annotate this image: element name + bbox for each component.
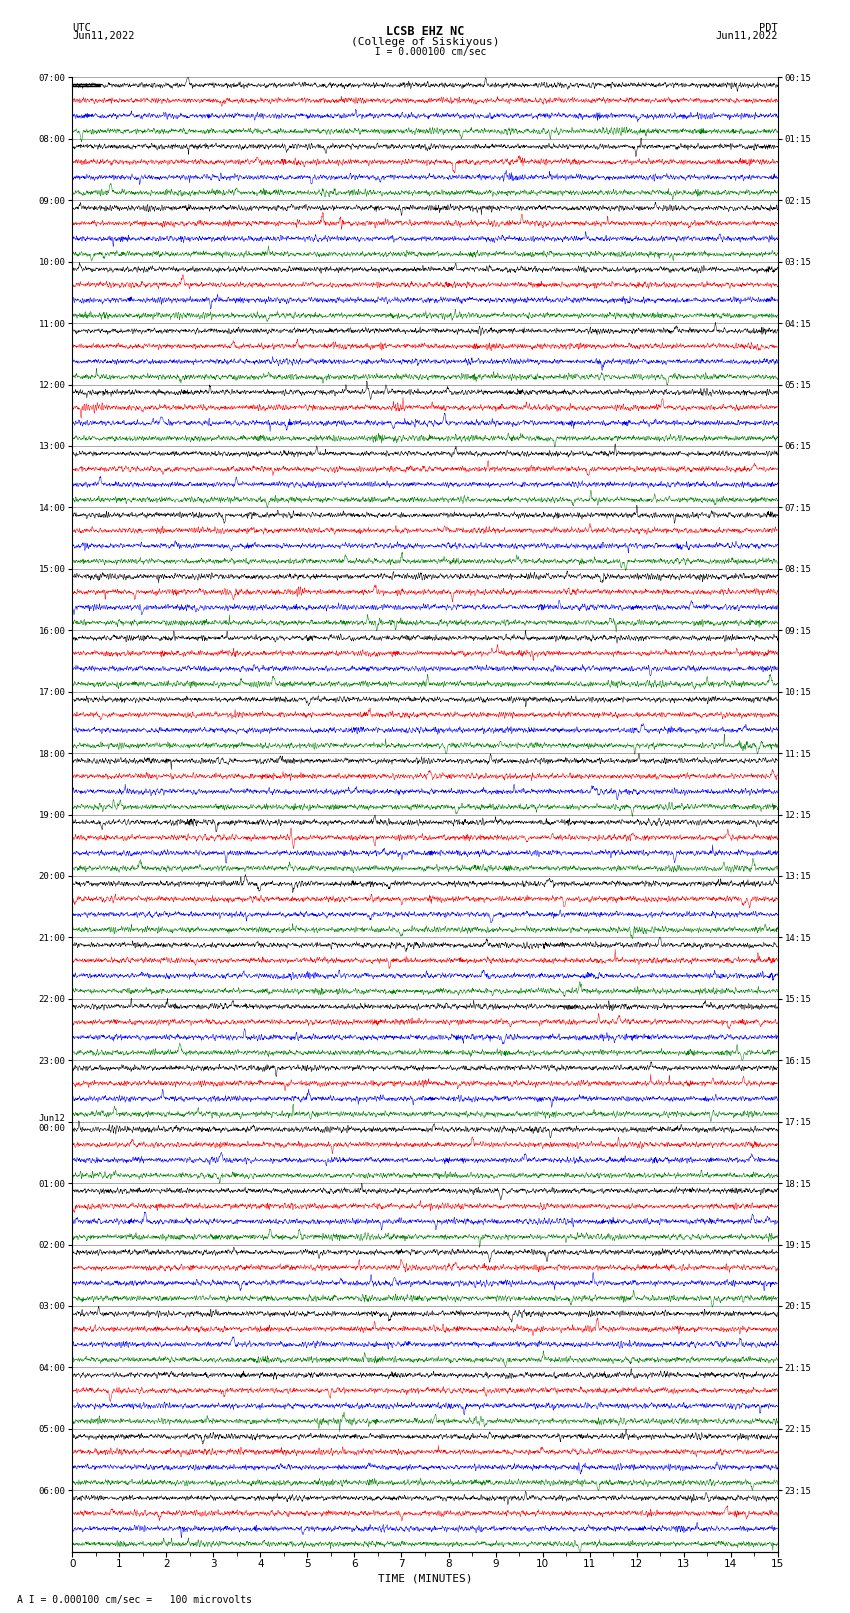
- X-axis label: TIME (MINUTES): TIME (MINUTES): [377, 1574, 473, 1584]
- Text: A I = 0.000100 cm/sec =   100 microvolts: A I = 0.000100 cm/sec = 100 microvolts: [17, 1595, 252, 1605]
- Text: Jun11,2022: Jun11,2022: [715, 31, 778, 40]
- Text: (College of Siskiyous): (College of Siskiyous): [351, 37, 499, 47]
- Text: UTC: UTC: [72, 23, 91, 32]
- Text: LCSB EHZ NC: LCSB EHZ NC: [386, 24, 464, 37]
- Text: Jun11,2022: Jun11,2022: [72, 31, 135, 40]
- Text: I = 0.000100 cm/sec: I = 0.000100 cm/sec: [363, 47, 487, 58]
- Text: PDT: PDT: [759, 23, 778, 32]
